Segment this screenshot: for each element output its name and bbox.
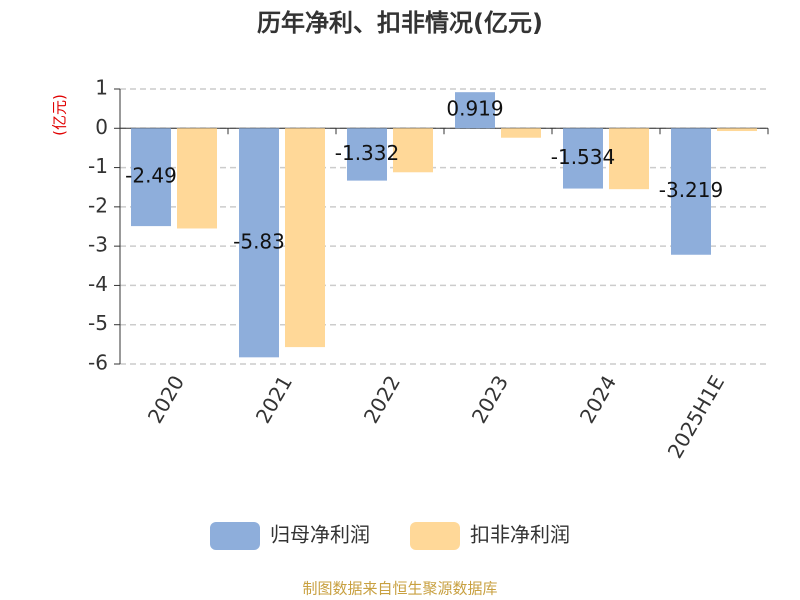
- x-tick-label: 2020: [143, 371, 189, 427]
- data-label: 0.919: [446, 97, 503, 121]
- bar: [239, 128, 279, 358]
- y-tick-label: -1: [88, 154, 108, 178]
- bar: [455, 92, 495, 129]
- x-tick-label: 2022: [359, 371, 405, 427]
- y-tick-label: 0: [95, 115, 108, 139]
- source-note: 制图数据来自恒生聚源数据库: [302, 580, 497, 598]
- data-label: -1.332: [335, 141, 399, 165]
- bar: [501, 128, 541, 138]
- data-label: -1.534: [551, 145, 615, 169]
- x-tick-label: 2021: [251, 371, 297, 427]
- y-tick-label: -3: [88, 233, 108, 257]
- chart-title: 历年净利、扣非情况(亿元): [257, 9, 543, 37]
- y-tick-label: -5: [88, 311, 108, 335]
- x-tick-label: 2023: [467, 371, 513, 427]
- x-tick-label: 2024: [575, 371, 621, 427]
- data-label: -5.83: [233, 229, 285, 253]
- legend-label: 归母净利润: [270, 523, 370, 547]
- bar: [671, 128, 711, 255]
- data-label: -3.219: [659, 178, 723, 202]
- bar: [347, 128, 387, 181]
- legend-swatch: [410, 522, 460, 550]
- y-tick-label: -6: [88, 351, 108, 375]
- x-tick-label: 2025H1E: [663, 371, 729, 462]
- legend-swatch: [210, 522, 260, 550]
- y-tick-label: 1: [95, 76, 108, 100]
- bar: [717, 128, 757, 132]
- y-tick-label: -2: [88, 193, 108, 217]
- bar: [563, 128, 603, 189]
- data-label: -2.49: [125, 164, 177, 188]
- y-tick-label: -4: [88, 272, 108, 296]
- bar: [285, 128, 325, 348]
- legend-label: 扣非净利润: [470, 523, 570, 547]
- bar: [177, 128, 217, 229]
- bar: [609, 128, 649, 190]
- y-axis-label: (亿元): [51, 94, 69, 136]
- bar: [131, 128, 171, 227]
- bar: [393, 128, 433, 173]
